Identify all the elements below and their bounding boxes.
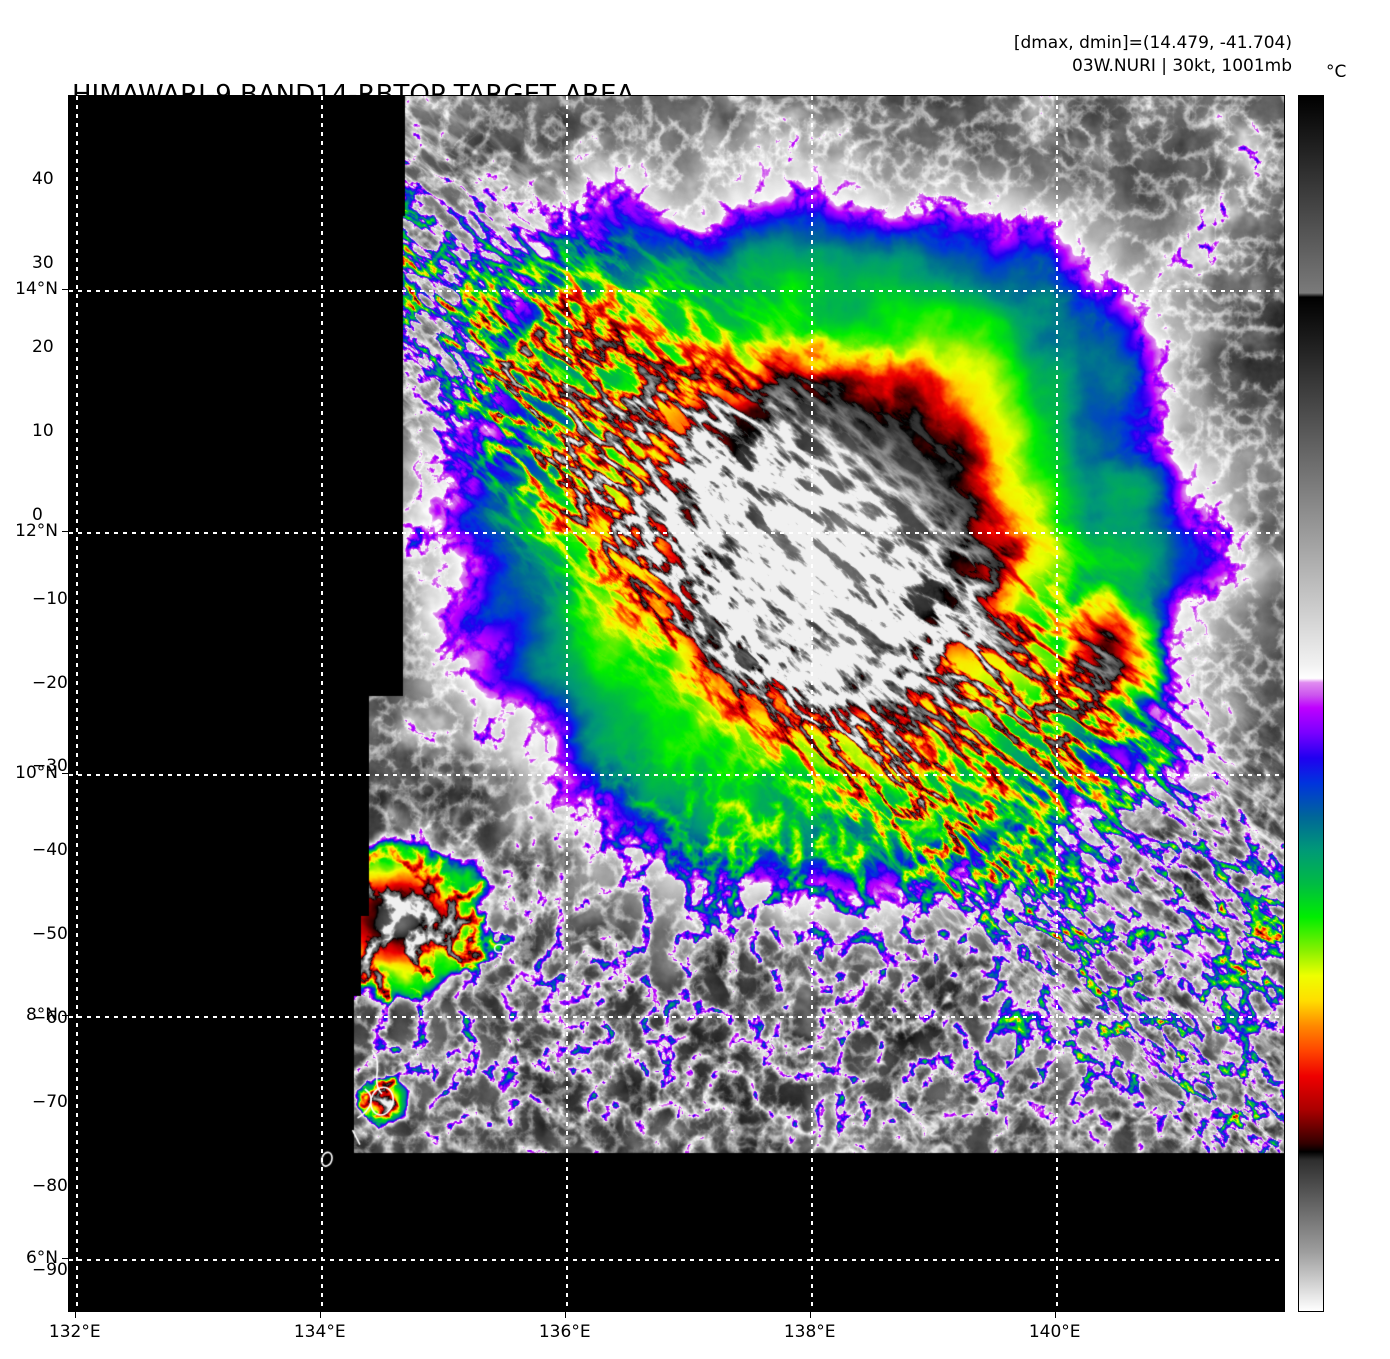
lon-label-134: 134°E <box>293 1322 346 1342</box>
lon-label-136: 136°E <box>538 1322 591 1342</box>
lon-label-138: 138°E <box>783 1322 836 1342</box>
tick-lat-8 <box>62 1015 68 1017</box>
tick-lat-10 <box>62 773 68 775</box>
lat-label-12: 12°N <box>15 520 58 541</box>
colorbar-tick-9: −50 <box>32 924 68 945</box>
colorbar-tick-8: −40 <box>32 840 68 861</box>
colorbar-unit-label: °C <box>1326 62 1347 82</box>
colorbar-tick-6: −20 <box>32 672 68 693</box>
satellite-imagery-canvas <box>69 96 1284 1311</box>
colorbar-tick-10: −60 <box>32 1008 68 1029</box>
colorbar-tick-7: −30 <box>32 756 68 777</box>
colorbar-tick-3: 10 <box>32 420 54 441</box>
colorbar-tick-4: 0 <box>32 504 43 525</box>
colorbar-gradient <box>1298 95 1324 1312</box>
tick-lon-138 <box>809 1312 811 1318</box>
tick-lon-132 <box>74 1312 76 1318</box>
storm-info-label: 03W.NURI | 30kt, 1001mb <box>1072 56 1292 76</box>
colorbar-tick-12: −80 <box>32 1176 68 1197</box>
tick-lon-140 <box>1054 1312 1056 1318</box>
dmax-dmin-label: [dmax, dmin]=(14.479, -41.704) <box>1013 33 1292 53</box>
colorbar-tick-2: 20 <box>32 336 54 357</box>
colorbar-tick-11: −70 <box>32 1092 68 1113</box>
colorbar-tick-0: 40 <box>32 168 54 189</box>
tick-lat-12 <box>62 530 68 532</box>
tick-lat-14 <box>62 288 68 290</box>
colorbar-tick-5: −10 <box>32 588 68 609</box>
colorbar <box>1298 95 1324 1312</box>
tick-lon-136 <box>564 1312 566 1318</box>
colorbar-tick-1: 30 <box>32 252 54 273</box>
satellite-map[interactable]: Copyright © 2020-2026 Dapiya <box>68 95 1285 1312</box>
metadata-block: [dmax, dmin]=(14.479, -41.704) 03W.NURI … <box>1014 32 1292 78</box>
tick-lat-6 <box>62 1257 68 1259</box>
lon-label-140: 140°E <box>1028 1322 1081 1342</box>
lat-label-6: 6°N <box>25 1247 58 1268</box>
colorbar-tick-13: −90 <box>32 1260 68 1281</box>
tick-lon-134 <box>319 1312 321 1318</box>
lon-label-132: 132°E <box>48 1322 101 1342</box>
lat-label-10: 10°N <box>15 763 58 784</box>
lat-label-8: 8°N <box>25 1005 58 1026</box>
lat-label-14: 14°N <box>15 278 58 299</box>
